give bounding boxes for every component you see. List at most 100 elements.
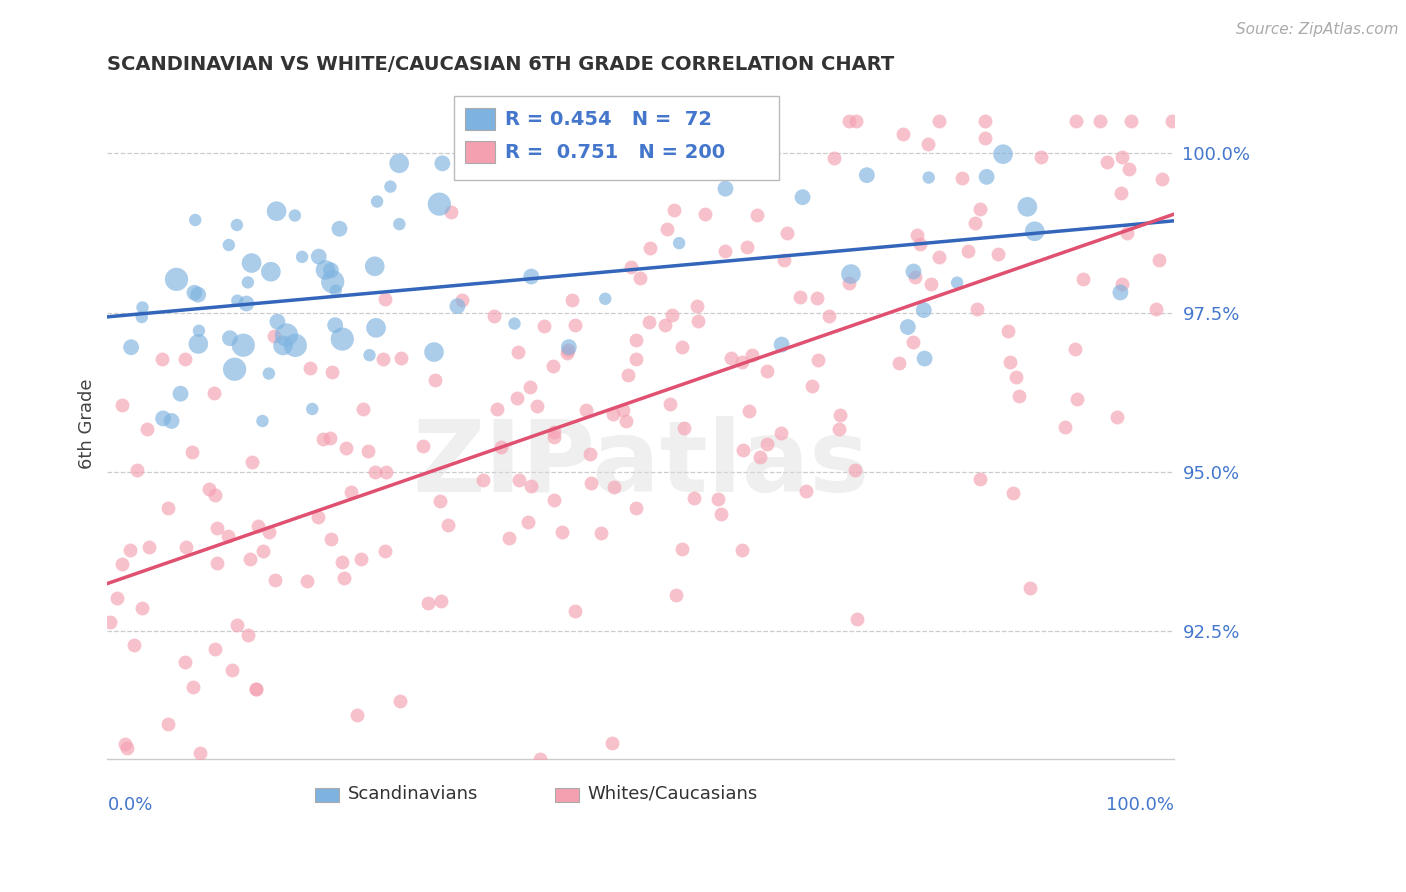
Point [1109, 285, 1132, 300]
Point [105, 591, 128, 606]
Point [224, 362, 246, 376]
Point [686, 299, 709, 313]
Point [508, 474, 530, 488]
Point [374, 544, 396, 558]
Point [127, 463, 149, 477]
Point [284, 338, 307, 352]
FancyBboxPatch shape [315, 788, 339, 802]
Point [187, 324, 209, 338]
Point [638, 315, 661, 329]
Point [838, 276, 860, 290]
Point [914, 351, 936, 366]
Point [973, 114, 995, 128]
Point [183, 285, 205, 300]
Point [263, 573, 285, 587]
Point [245, 681, 267, 696]
Point [800, 379, 823, 393]
Point [557, 346, 579, 360]
Point [240, 256, 263, 270]
Point [1109, 186, 1132, 200]
Point [720, 351, 742, 366]
Point [969, 202, 991, 216]
FancyBboxPatch shape [465, 141, 495, 163]
Point [412, 439, 434, 453]
Point [828, 409, 851, 423]
Point [307, 510, 329, 524]
Point [276, 327, 298, 342]
Point [1118, 162, 1140, 177]
Point [714, 181, 737, 195]
Point [388, 217, 411, 231]
Point [266, 204, 288, 219]
Point [738, 404, 761, 418]
Point [160, 414, 183, 428]
Point [889, 356, 911, 370]
Point [357, 443, 380, 458]
Point [446, 299, 468, 313]
Point [284, 209, 307, 223]
Point [486, 401, 509, 416]
Point [346, 707, 368, 722]
Point [328, 221, 350, 235]
Point [181, 444, 204, 458]
Point [756, 364, 779, 378]
Point [219, 331, 242, 345]
Point [389, 351, 412, 366]
Point [240, 455, 263, 469]
Point [330, 332, 353, 346]
Point [236, 628, 259, 642]
Point [371, 351, 394, 366]
Text: SCANDINAVIAN VS WHITE/CAUCASIAN 6TH GRADE CORRELATION CHART: SCANDINAVIAN VS WHITE/CAUCASIAN 6TH GRAD… [107, 55, 894, 74]
Point [1105, 409, 1128, 424]
Point [190, 746, 212, 760]
Point [792, 190, 814, 204]
Point [138, 540, 160, 554]
Point [891, 128, 914, 142]
Point [380, 179, 402, 194]
Point [312, 433, 335, 447]
Point [423, 345, 446, 359]
Point [581, 475, 603, 490]
Point [217, 529, 239, 543]
Point [575, 402, 598, 417]
Point [352, 401, 374, 416]
Point [315, 263, 337, 277]
Text: ZIPatlas: ZIPatlas [412, 416, 869, 513]
Point [807, 352, 830, 367]
Point [1018, 581, 1040, 595]
Point [617, 368, 640, 382]
Point [517, 515, 540, 529]
Point [579, 447, 602, 461]
Point [789, 290, 811, 304]
Point [564, 604, 586, 618]
Point [166, 272, 188, 286]
Point [235, 296, 257, 310]
Point [226, 293, 249, 308]
Point [912, 303, 935, 318]
Point [218, 238, 240, 252]
Point [263, 329, 285, 343]
Point [1008, 389, 1031, 403]
Point [156, 501, 179, 516]
FancyBboxPatch shape [555, 788, 579, 802]
Point [321, 365, 343, 379]
Point [529, 752, 551, 766]
Point [430, 594, 453, 608]
Point [1119, 114, 1142, 128]
Point [917, 136, 939, 151]
Point [997, 324, 1019, 338]
Point [1066, 392, 1088, 406]
Point [561, 293, 583, 307]
Point [1116, 227, 1139, 241]
Point [828, 422, 851, 436]
Point [197, 482, 219, 496]
Text: R =  0.751   N = 200: R = 0.751 N = 200 [505, 143, 725, 162]
Point [239, 552, 262, 566]
Point [564, 318, 586, 332]
Point [319, 532, 342, 546]
Point [991, 147, 1014, 161]
Point [839, 267, 862, 281]
Point [976, 169, 998, 184]
Point [266, 315, 288, 329]
Point [543, 493, 565, 508]
